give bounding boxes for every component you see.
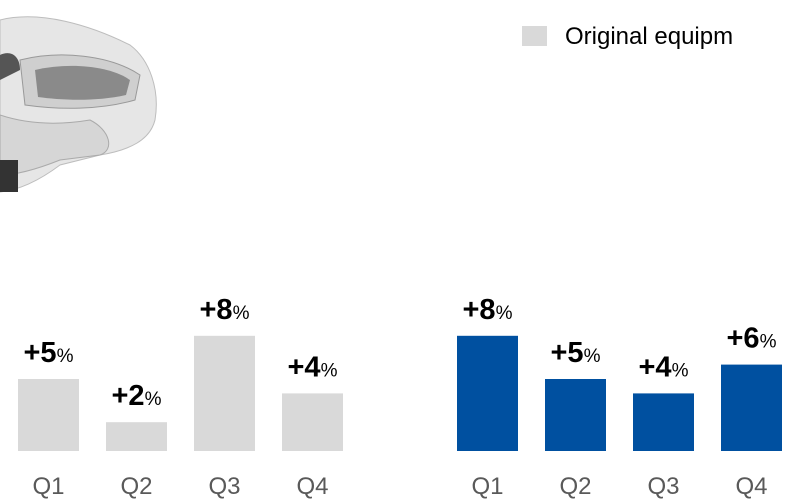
x-tick-label: Q3: [208, 473, 240, 500]
bar: [545, 379, 606, 451]
value-label: +4%: [288, 351, 338, 383]
value-label: +6%: [727, 323, 777, 355]
value-label: +2%: [112, 380, 162, 412]
legend-swatch: [522, 26, 547, 46]
x-tick-label: Q2: [120, 473, 152, 500]
value-label: +5%: [24, 337, 74, 369]
x-tick-label: Q1: [471, 473, 503, 500]
bar: [633, 393, 694, 451]
car-image: [0, 16, 157, 193]
bar: [18, 379, 79, 451]
x-tick-label: Q3: [647, 473, 679, 500]
bar: [457, 335, 518, 451]
value-label: +4%: [639, 351, 689, 383]
x-tick-label: Q4: [296, 473, 328, 500]
x-tick-label: Q4: [735, 473, 767, 500]
x-tick-label: Q2: [559, 473, 591, 500]
bar: [194, 335, 255, 451]
value-label: +5%: [551, 337, 601, 369]
value-label: +8%: [200, 294, 250, 326]
legend-label: Original equipm: [565, 23, 733, 50]
bar: [721, 364, 782, 451]
bar: [106, 422, 167, 451]
x-tick-label: Q1: [32, 473, 64, 500]
bar: [282, 393, 343, 451]
value-label: +8%: [463, 294, 513, 326]
